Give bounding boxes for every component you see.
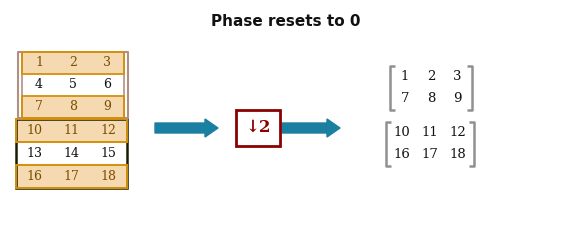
Text: 11: 11 (63, 124, 80, 137)
Bar (53, 165, 90, 188)
Bar (53, 119, 90, 142)
Text: 1: 1 (401, 71, 409, 84)
Text: 8: 8 (427, 92, 435, 106)
Bar (56, 52, 90, 74)
Bar (236, 110, 280, 146)
Text: 10: 10 (394, 126, 410, 139)
Bar (90, 142, 127, 165)
Text: 12: 12 (450, 126, 466, 139)
Bar (16, 119, 53, 142)
Text: 17: 17 (63, 170, 80, 183)
Bar (90, 165, 127, 188)
Bar (22, 96, 56, 118)
Text: 13: 13 (26, 147, 42, 160)
Bar (16, 165, 127, 188)
Text: 14: 14 (63, 147, 80, 160)
Text: 8: 8 (69, 101, 77, 114)
Text: 5: 5 (69, 78, 77, 91)
Text: 2: 2 (427, 71, 435, 84)
Text: 10: 10 (26, 124, 42, 137)
Text: Phase resets to 0: Phase resets to 0 (211, 14, 361, 29)
Text: 9: 9 (453, 92, 461, 106)
Text: 16: 16 (394, 149, 411, 162)
Bar (22, 74, 56, 96)
Text: 7: 7 (35, 101, 43, 114)
Text: 16: 16 (26, 170, 42, 183)
FancyArrow shape (282, 119, 340, 137)
Text: 18: 18 (101, 170, 117, 183)
Text: 17: 17 (422, 149, 438, 162)
FancyArrow shape (155, 119, 218, 137)
Text: 9: 9 (103, 101, 111, 114)
Bar (56, 96, 90, 118)
Bar (16, 165, 53, 188)
Bar (53, 142, 90, 165)
Text: 11: 11 (422, 126, 438, 139)
Text: 18: 18 (450, 149, 466, 162)
Text: 6: 6 (103, 78, 111, 91)
Bar (22, 52, 124, 118)
Text: 4: 4 (35, 78, 43, 91)
Text: 2: 2 (69, 56, 77, 70)
Bar (16, 142, 53, 165)
Text: 3: 3 (453, 71, 461, 84)
Bar (22, 52, 124, 74)
Text: 12: 12 (101, 124, 117, 137)
Bar (90, 74, 124, 96)
Bar (56, 74, 90, 96)
Bar (90, 96, 124, 118)
Bar (16, 119, 127, 142)
Text: 1: 1 (35, 56, 43, 70)
Bar (22, 52, 56, 74)
Text: 7: 7 (401, 92, 409, 106)
Bar (16, 119, 127, 188)
Text: 15: 15 (101, 147, 117, 160)
Bar (22, 96, 124, 118)
Text: 3: 3 (103, 56, 111, 70)
Text: ↓2: ↓2 (245, 119, 271, 136)
Bar (90, 52, 124, 74)
Bar (90, 119, 127, 142)
